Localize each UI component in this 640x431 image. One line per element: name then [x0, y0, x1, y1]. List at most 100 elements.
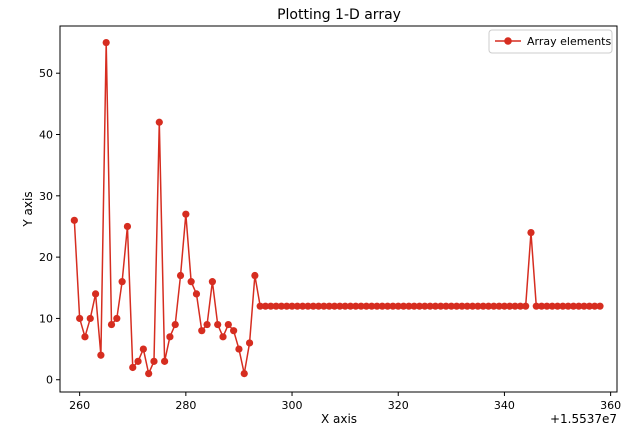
data-point	[484, 302, 493, 310]
data-point	[522, 302, 530, 310]
data-point	[325, 302, 333, 310]
data-point	[91, 290, 100, 298]
axes-frame	[59, 25, 618, 393]
data-point	[240, 370, 248, 378]
data-point	[97, 351, 105, 359]
legend-marker-sample	[504, 37, 512, 45]
data-point	[314, 302, 323, 310]
data-point	[309, 302, 317, 310]
data-point	[161, 357, 169, 365]
data-point	[442, 302, 450, 310]
data-point	[559, 302, 567, 310]
data-point	[208, 278, 216, 286]
data-point	[123, 222, 132, 231]
legend-box	[488, 29, 613, 54]
data-point	[155, 118, 163, 126]
data-point	[283, 302, 291, 310]
data-point	[102, 38, 110, 47]
y-tick-label: 30	[39, 190, 53, 203]
data-point	[219, 333, 227, 341]
data-point	[86, 314, 94, 323]
data-point	[553, 302, 562, 310]
data-point	[357, 302, 365, 310]
data-point	[384, 302, 392, 310]
y-axis-label: Y axis	[21, 191, 35, 227]
data-point	[171, 320, 179, 329]
y-tick-label: 10	[39, 312, 53, 325]
data-point	[490, 302, 498, 310]
data-point	[134, 357, 142, 365]
data-point	[575, 302, 583, 310]
x-tick-label: 280	[175, 399, 196, 412]
data-point	[203, 320, 211, 329]
data-point	[474, 302, 482, 310]
data-point	[362, 302, 370, 310]
plot-area	[59, 25, 618, 393]
data-point	[511, 302, 519, 310]
x-axis-offset-label: +1.5537e7	[550, 412, 617, 426]
data-point	[176, 271, 185, 280]
data-point	[166, 333, 174, 341]
data-point	[468, 302, 477, 310]
data-point	[145, 370, 153, 378]
data-point	[479, 302, 487, 310]
data-point	[198, 327, 206, 335]
data-point	[421, 302, 429, 310]
data-point	[431, 302, 440, 310]
data-point	[447, 302, 455, 310]
data-point	[463, 302, 471, 310]
data-point	[81, 333, 89, 341]
data-point	[107, 320, 116, 329]
data-point	[346, 302, 355, 310]
data-point	[585, 302, 593, 310]
chart-title: Plotting 1-D array	[277, 7, 401, 23]
data-point	[129, 363, 137, 372]
data-point	[543, 302, 551, 310]
data-point	[426, 302, 434, 310]
data-point	[341, 302, 349, 310]
x-tick-label: 320	[388, 399, 409, 412]
data-point	[532, 302, 540, 310]
data-point	[261, 302, 270, 310]
y-tick-label: 0	[46, 374, 53, 387]
data-point	[564, 302, 572, 310]
data-point	[399, 302, 408, 310]
data-point	[516, 302, 524, 310]
x-tick-label: 300	[282, 399, 303, 412]
y-tick-label: 40	[39, 129, 53, 142]
data-point	[230, 327, 238, 335]
data-point	[288, 302, 296, 310]
data-point	[187, 278, 195, 286]
data-point	[267, 302, 275, 310]
data-point	[192, 290, 201, 298]
data-point	[569, 302, 578, 310]
series-layer	[70, 38, 604, 378]
data-point	[245, 339, 254, 347]
data-point	[304, 302, 312, 310]
data-point	[378, 302, 386, 310]
data-point	[389, 302, 397, 310]
data-point	[596, 302, 604, 310]
data-point	[410, 302, 418, 310]
data-point	[548, 302, 556, 310]
data-point	[299, 302, 307, 310]
data-point	[150, 357, 158, 365]
data-point	[352, 302, 360, 310]
data-point	[458, 302, 466, 310]
data-point	[235, 345, 243, 353]
data-point	[527, 229, 535, 237]
data-point	[70, 216, 78, 224]
x-axis-ticks: 260 280 300 320 340 360	[69, 392, 621, 412]
x-tick-label: 360	[600, 399, 621, 412]
data-point	[500, 302, 509, 310]
data-point	[437, 302, 445, 310]
data-point	[538, 302, 546, 310]
data-point	[224, 320, 232, 329]
data-point	[272, 302, 280, 310]
data-point	[373, 302, 381, 310]
y-tick-label: 50	[39, 67, 53, 80]
data-point	[580, 302, 588, 310]
data-point	[320, 302, 328, 310]
data-point	[76, 314, 84, 323]
